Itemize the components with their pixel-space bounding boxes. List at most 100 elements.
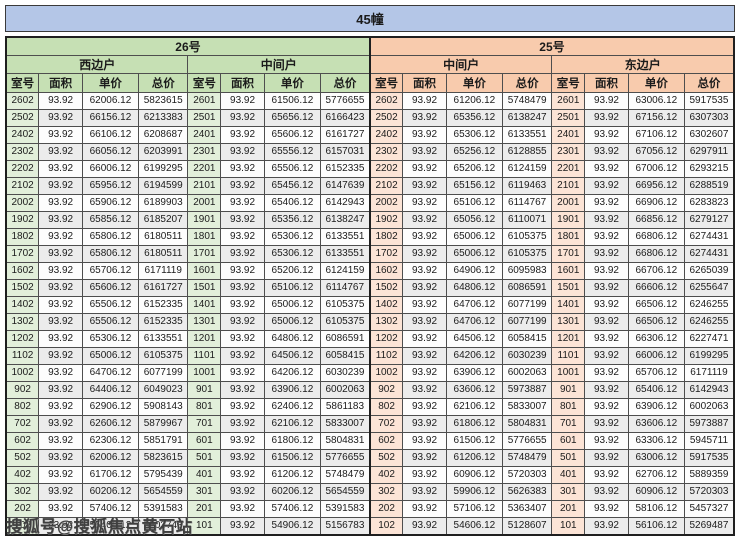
table-row: 2202 93.92 66006.12 6199295 2201 93.92 65506.1…	[5, 160, 735, 178]
room-cell: 1902	[369, 211, 404, 229]
value-cell: 5654559	[319, 483, 371, 501]
value-cell: 93.92	[584, 211, 629, 229]
value-cell: 66856.12	[627, 211, 685, 229]
value-cell: 5626383	[501, 483, 553, 501]
value-cell: 5973887	[683, 415, 735, 433]
value-cell: 65606.12	[81, 279, 139, 297]
value-cell: 6246255	[683, 313, 735, 331]
value-cell: 93.92	[402, 432, 447, 450]
room-cell: 402	[5, 466, 40, 484]
value-cell: 6105375	[501, 245, 553, 263]
value-cell: 5720303	[683, 483, 735, 501]
value-cell: 5269487	[683, 517, 735, 536]
value-cell: 62406.12	[263, 398, 321, 416]
value-cell: 61706.12	[81, 466, 139, 484]
value-cell: 93.92	[584, 415, 629, 433]
table-row: 1202 93.92 65306.12 6133551 1201 93.92 64806.1…	[5, 330, 735, 348]
room-cell: 101	[187, 517, 222, 536]
value-cell: 93.92	[402, 92, 447, 110]
room-cell: 1501	[551, 279, 586, 297]
value-cell: 6086591	[319, 330, 371, 348]
building-title-bar: 45幢	[5, 5, 735, 32]
value-cell: 65106.12	[445, 194, 503, 212]
value-cell: 63606.12	[627, 415, 685, 433]
value-cell: 6180511	[137, 228, 189, 246]
value-cell: 93.92	[584, 177, 629, 195]
value-cell: 93.92	[402, 279, 447, 297]
value-cell: 6114767	[501, 194, 553, 212]
value-cell: 67006.12	[627, 160, 685, 178]
value-cell: 93.92	[38, 466, 83, 484]
column-header-total: 总价	[683, 73, 735, 93]
room-cell: 2301	[187, 143, 222, 161]
unit-header-middle-25: 中间户	[369, 55, 553, 74]
value-cell: 56106.12	[627, 517, 685, 536]
value-cell: 65956.12	[81, 177, 139, 195]
value-cell: 93.92	[402, 330, 447, 348]
room-cell: 2402	[5, 126, 40, 144]
value-cell: 6279127	[683, 211, 735, 229]
value-cell: 62906.12	[81, 398, 139, 416]
room-cell: 2101	[551, 177, 586, 195]
room-cell: 2001	[551, 194, 586, 212]
column-header-area: 面积	[402, 73, 447, 93]
value-cell: 6133551	[137, 330, 189, 348]
building-26-header: 26号	[5, 36, 371, 56]
room-cell: 2401	[551, 126, 586, 144]
value-cell: 6166423	[319, 109, 371, 127]
value-cell: 6058415	[501, 330, 553, 348]
value-cell: 93.92	[220, 143, 265, 161]
value-cell: 93.92	[584, 398, 629, 416]
room-cell: 102	[369, 517, 404, 536]
value-cell: 63906.12	[445, 364, 503, 382]
room-cell: 1601	[187, 262, 222, 280]
value-cell: 5889359	[683, 466, 735, 484]
room-cell: 1101	[551, 347, 586, 365]
value-cell: 55406.12	[81, 517, 139, 536]
value-cell: 5720303	[501, 466, 553, 484]
room-cell: 2002	[369, 194, 404, 212]
value-cell: 6110071	[501, 211, 553, 229]
building-header-row: 26号 25号	[5, 36, 735, 56]
value-cell: 63906.12	[263, 381, 321, 399]
value-cell: 93.92	[38, 143, 83, 161]
value-cell: 93.92	[402, 296, 447, 314]
room-cell: 2502	[369, 109, 404, 127]
value-cell: 6133551	[319, 245, 371, 263]
value-cell: 93.92	[38, 160, 83, 178]
value-cell: 65456.12	[263, 177, 321, 195]
value-cell: 6199295	[137, 160, 189, 178]
value-cell: 65056.12	[445, 211, 503, 229]
value-cell: 66106.12	[81, 126, 139, 144]
room-cell: 1301	[187, 313, 222, 331]
value-cell: 65006.12	[81, 347, 139, 365]
value-cell: 65806.12	[81, 245, 139, 263]
value-cell: 93.92	[402, 126, 447, 144]
value-cell: 6189903	[137, 194, 189, 212]
value-cell: 93.92	[38, 109, 83, 127]
column-header-row: 室号 面积 单价 总价 室号 面积 单价 总价 室号 面积 单价 总价 室号 面…	[5, 73, 735, 93]
value-cell: 64706.12	[81, 364, 139, 382]
value-cell: 93.92	[220, 262, 265, 280]
value-cell: 6255647	[683, 279, 735, 297]
value-cell: 6030239	[501, 347, 553, 365]
value-cell: 64506.12	[263, 347, 321, 365]
room-cell: 401	[187, 466, 222, 484]
room-cell: 801	[187, 398, 222, 416]
room-cell: 1402	[369, 296, 404, 314]
column-header-price: 单价	[81, 73, 139, 93]
value-cell: 93.92	[38, 126, 83, 144]
value-cell: 93.92	[220, 296, 265, 314]
value-cell: 63606.12	[445, 381, 503, 399]
value-cell: 93.92	[220, 466, 265, 484]
table-row: 802 93.92 62906.12 5908143 801 93.92 62406.12 5…	[5, 398, 735, 416]
room-cell: 1901	[187, 211, 222, 229]
value-cell: 6002063	[683, 398, 735, 416]
value-cell: 62006.12	[81, 92, 139, 110]
value-cell: 62006.12	[81, 449, 139, 467]
value-cell: 65006.12	[445, 228, 503, 246]
value-cell: 93.92	[584, 483, 629, 501]
value-cell: 65706.12	[81, 262, 139, 280]
value-cell: 65856.12	[81, 211, 139, 229]
